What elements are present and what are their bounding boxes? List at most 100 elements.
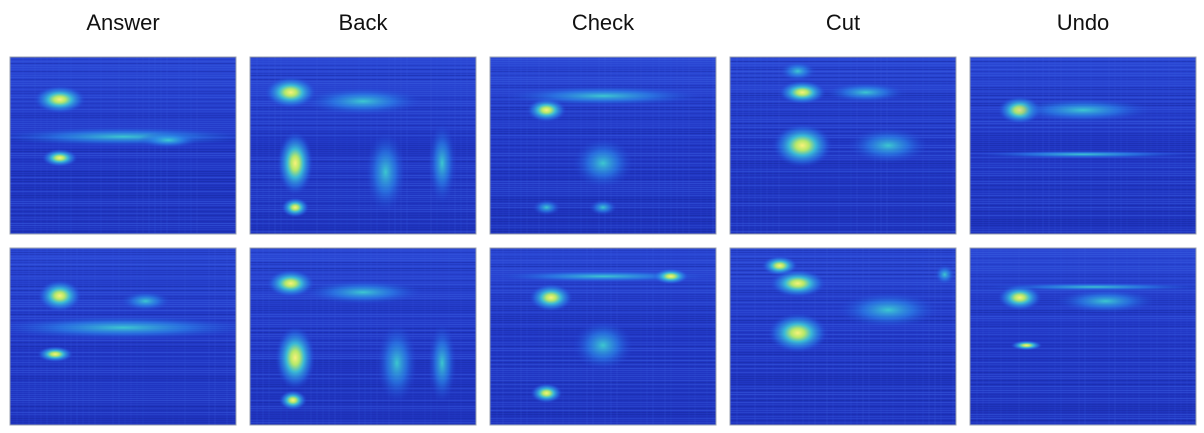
column-stripe bbox=[1012, 248, 1014, 425]
stripe bbox=[730, 171, 956, 172]
stripe bbox=[730, 420, 956, 421]
stripe bbox=[970, 213, 1196, 214]
stripe bbox=[250, 133, 476, 134]
column-stripe bbox=[646, 57, 648, 234]
stripe bbox=[10, 286, 236, 287]
column-stripe bbox=[556, 57, 558, 234]
column-stripe bbox=[520, 248, 522, 425]
stripe bbox=[490, 63, 716, 64]
stripe bbox=[250, 250, 476, 251]
spectrogram-panel bbox=[249, 56, 477, 235]
stripe bbox=[250, 404, 476, 405]
stripe bbox=[250, 75, 476, 76]
stripe bbox=[730, 410, 956, 411]
stripe bbox=[730, 274, 956, 275]
stripe bbox=[970, 384, 1196, 385]
stripe bbox=[970, 322, 1196, 323]
column-stripe bbox=[544, 248, 546, 425]
stripe bbox=[970, 316, 1196, 317]
stripe bbox=[490, 223, 716, 224]
energy-blob bbox=[37, 279, 82, 312]
stripe bbox=[970, 195, 1196, 196]
stripe bbox=[730, 326, 956, 327]
stripe bbox=[970, 215, 1196, 216]
stripe bbox=[250, 63, 476, 64]
stripe bbox=[250, 71, 476, 72]
column-stripe bbox=[1180, 57, 1182, 234]
column-stripe bbox=[688, 57, 690, 234]
column-stripe bbox=[202, 57, 204, 234]
stripe bbox=[10, 396, 236, 397]
stripe bbox=[490, 414, 716, 415]
stripe bbox=[10, 290, 236, 291]
stripe bbox=[10, 296, 236, 297]
stripe bbox=[10, 250, 236, 251]
column-stripe bbox=[1120, 57, 1122, 234]
stripe bbox=[730, 75, 956, 76]
stripe bbox=[10, 77, 236, 78]
stripe bbox=[730, 121, 956, 122]
stripe bbox=[250, 185, 476, 186]
stripe bbox=[490, 376, 716, 377]
energy-blob bbox=[275, 325, 316, 390]
energy-blob bbox=[529, 283, 574, 312]
column-stripe bbox=[502, 248, 504, 425]
stripe bbox=[490, 137, 716, 138]
stripe bbox=[250, 310, 476, 311]
stripe bbox=[250, 203, 476, 204]
stripe bbox=[730, 252, 956, 253]
stripe bbox=[250, 149, 476, 150]
stripe bbox=[250, 179, 476, 180]
stripe bbox=[10, 69, 236, 70]
stripe bbox=[10, 276, 236, 277]
stripe bbox=[10, 211, 236, 212]
stripe bbox=[250, 209, 476, 210]
stripe bbox=[970, 270, 1196, 271]
stripe bbox=[730, 209, 956, 210]
column-stripe bbox=[214, 248, 216, 425]
column-stripe bbox=[934, 57, 936, 234]
stripe bbox=[490, 390, 716, 391]
stripe bbox=[10, 183, 236, 184]
column-stripe bbox=[550, 248, 552, 425]
stripe bbox=[250, 115, 476, 116]
stripe bbox=[730, 378, 956, 379]
stripe bbox=[730, 396, 956, 397]
stripe bbox=[10, 312, 236, 313]
stripe bbox=[730, 288, 956, 289]
stripe bbox=[250, 402, 476, 403]
stripe bbox=[970, 125, 1196, 126]
stripe bbox=[250, 141, 476, 142]
stripe bbox=[10, 284, 236, 285]
stripe bbox=[10, 165, 236, 166]
stripe bbox=[10, 195, 236, 196]
stripe bbox=[10, 75, 236, 76]
stripe bbox=[250, 338, 476, 339]
stripe bbox=[10, 282, 236, 283]
stripe bbox=[970, 197, 1196, 198]
column-stripe bbox=[1078, 57, 1080, 234]
stripe bbox=[730, 364, 956, 365]
stripe bbox=[250, 177, 476, 178]
column-stripe bbox=[454, 57, 456, 234]
energy-blob bbox=[281, 197, 310, 218]
stripe bbox=[250, 187, 476, 188]
column-stripe bbox=[754, 248, 756, 425]
stripe bbox=[10, 179, 236, 180]
stripe bbox=[970, 171, 1196, 172]
stripe bbox=[970, 320, 1196, 321]
stripe bbox=[10, 356, 236, 357]
stripe bbox=[970, 189, 1196, 190]
stripe bbox=[970, 280, 1196, 281]
spectrogram-panel bbox=[489, 56, 717, 235]
column-stripe bbox=[730, 248, 732, 425]
column-stripe bbox=[1072, 248, 1074, 425]
stripe bbox=[10, 187, 236, 188]
stripe bbox=[250, 312, 476, 313]
stripe bbox=[730, 398, 956, 399]
stripe bbox=[730, 408, 956, 409]
stripe bbox=[730, 282, 956, 283]
stripe bbox=[730, 400, 956, 401]
stripe bbox=[730, 77, 956, 78]
stripe bbox=[490, 378, 716, 379]
